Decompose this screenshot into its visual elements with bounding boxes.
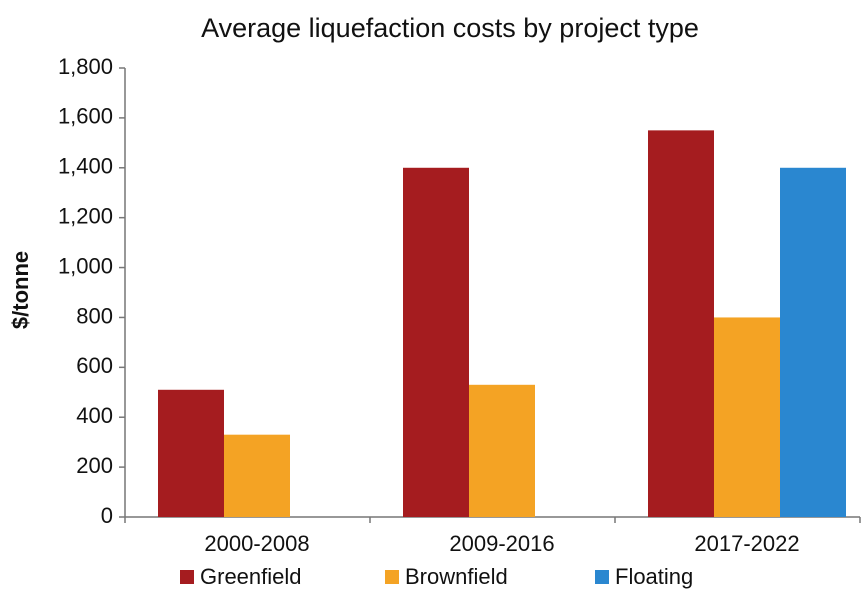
x-tick-label: 2000-2008 — [204, 531, 309, 556]
legend-swatch — [595, 570, 609, 584]
y-tick-label: 1,200 — [58, 203, 113, 228]
y-tick-label: 600 — [76, 353, 113, 378]
y-tick-label: 800 — [76, 303, 113, 328]
chart-title: Average liquefaction costs by project ty… — [201, 13, 699, 43]
legend-swatch — [385, 570, 399, 584]
legend-label: Brownfield — [405, 564, 508, 589]
y-tick-label: 1,800 — [58, 54, 113, 79]
y-tick-label: 400 — [76, 403, 113, 428]
legend-label: Greenfield — [200, 564, 302, 589]
legend-label: Floating — [615, 564, 693, 589]
legend-swatch — [180, 570, 194, 584]
y-tick-label: 0 — [101, 503, 113, 528]
bar — [403, 167, 469, 517]
y-tick-label: 1,000 — [58, 253, 113, 278]
bar — [224, 434, 290, 517]
y-tick-label: 1,400 — [58, 154, 113, 179]
x-tick-label: 2017-2022 — [694, 531, 799, 556]
bar — [469, 384, 535, 517]
bar — [648, 130, 714, 517]
bar — [158, 389, 224, 517]
y-axis-label: $/tonne — [8, 251, 33, 329]
bar — [714, 317, 780, 517]
bar — [780, 167, 846, 517]
y-tick-label: 1,600 — [58, 104, 113, 129]
y-tick-label: 200 — [76, 453, 113, 478]
x-tick-label: 2009-2016 — [449, 531, 554, 556]
